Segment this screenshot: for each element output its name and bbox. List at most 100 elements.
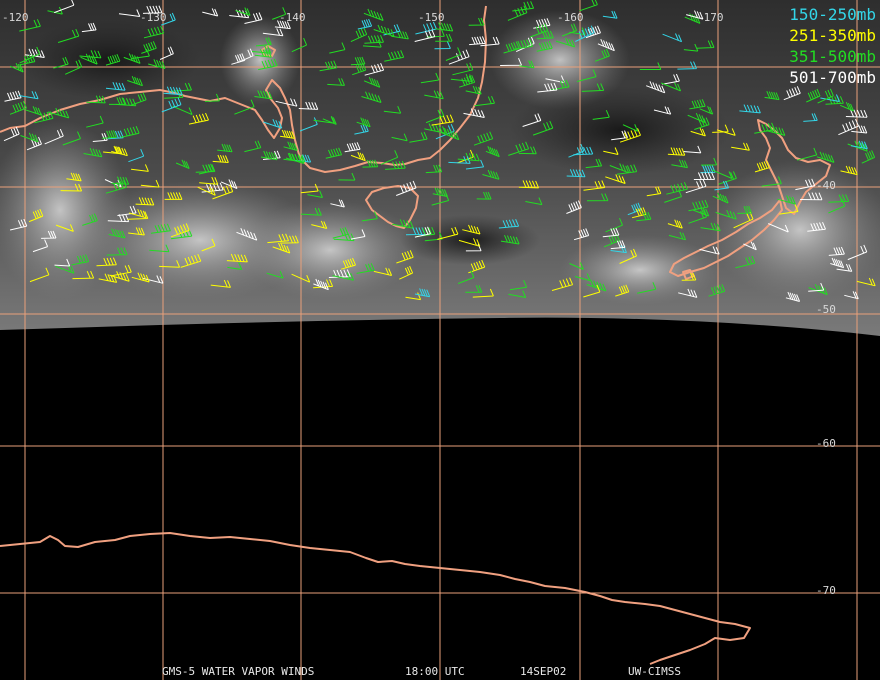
wind-barb <box>384 50 405 62</box>
legend-entry-501-700: 501-700mb <box>789 68 876 87</box>
wind-barb <box>105 82 126 91</box>
wind-barb <box>666 182 688 195</box>
wind-barb <box>19 19 41 32</box>
wind-barb <box>344 142 361 153</box>
wind-barb <box>356 117 371 128</box>
wind-barb <box>803 113 818 122</box>
wind-barb <box>838 118 859 136</box>
wind-barb <box>291 37 308 53</box>
wind-barb <box>507 5 528 21</box>
wind-barb <box>180 254 202 268</box>
wind-barb <box>128 209 147 219</box>
wind-barb <box>130 92 147 106</box>
wind-barb <box>512 1 535 12</box>
wind-barb <box>602 227 620 238</box>
wind-barb <box>537 82 558 93</box>
wind-barb <box>597 39 615 52</box>
wind-barb <box>66 172 82 182</box>
wind-barb <box>107 214 130 223</box>
wind-barb <box>29 267 50 283</box>
wind-barb <box>616 164 638 175</box>
wind-barb <box>830 257 845 269</box>
wind-barb <box>322 116 337 125</box>
wind-barb <box>128 149 145 163</box>
wind-barb <box>350 27 368 43</box>
wind-barb <box>32 239 49 253</box>
wind-barb <box>452 62 474 76</box>
wind-barb <box>667 219 683 229</box>
nz-north-island <box>757 119 831 215</box>
wind-barb <box>96 257 117 267</box>
wind-barb <box>201 238 216 252</box>
wind-barb <box>508 141 530 156</box>
wind-barb <box>332 272 355 281</box>
wind-barb <box>476 191 492 200</box>
wind-barb <box>807 222 826 232</box>
wind-barb <box>683 43 699 52</box>
wind-barb <box>255 37 272 47</box>
wind-barb <box>562 23 578 37</box>
wind-barb <box>437 226 459 240</box>
wind-barb <box>817 88 834 104</box>
wind-barb <box>19 46 41 64</box>
wind-barb <box>131 164 149 172</box>
wind-barb <box>170 223 190 238</box>
wind-barb <box>536 41 553 52</box>
wind-barb <box>283 141 298 151</box>
wind-barb <box>690 128 706 137</box>
wind-barb <box>60 183 83 192</box>
latitude-label: -50 <box>816 303 836 316</box>
wind-barb <box>414 29 436 42</box>
wind-barb <box>445 47 462 61</box>
wind-barb <box>592 110 610 120</box>
wind-barb <box>396 250 414 264</box>
wind-barb <box>783 86 801 101</box>
wind-barb <box>424 123 446 134</box>
wind-barb <box>161 12 176 26</box>
wind-barb <box>448 156 471 164</box>
wind-barb <box>583 180 606 191</box>
wind-barb <box>851 125 868 134</box>
wind-barb <box>311 220 328 229</box>
tasmania-coast <box>365 185 419 229</box>
wind-barb <box>696 40 715 49</box>
wind-barb <box>795 178 816 191</box>
wind-barb <box>383 106 402 114</box>
wind-barb <box>363 77 381 88</box>
wind-barb <box>106 247 128 256</box>
wind-barb <box>664 189 682 203</box>
wind-barb <box>357 18 373 30</box>
wind-barb <box>105 54 121 66</box>
wind-barb <box>426 29 445 38</box>
wind-barb <box>603 233 620 248</box>
wind-barb <box>362 159 379 168</box>
wind-barb <box>350 229 366 240</box>
wind-barb <box>575 25 595 42</box>
wind-barb <box>806 88 821 103</box>
wind-barb <box>235 7 251 16</box>
wind-barb <box>840 165 858 176</box>
wind-barb <box>20 132 39 143</box>
wind-barb <box>195 164 216 173</box>
wind-barb <box>140 179 160 188</box>
wind-barb <box>518 146 537 155</box>
wind-barb <box>34 111 54 124</box>
wind-barb <box>551 277 574 291</box>
wind-barb <box>518 180 540 189</box>
wind-barb <box>80 53 98 65</box>
wind-barb <box>700 157 718 166</box>
wind-barb <box>581 83 605 92</box>
wind-barb <box>364 35 384 44</box>
wind-barb <box>850 140 868 150</box>
wind-barb <box>686 10 704 20</box>
wind-barb <box>768 223 789 233</box>
wind-barb <box>3 126 20 142</box>
wind-barb <box>86 115 104 128</box>
wind-barb <box>127 211 149 220</box>
wind-barb <box>405 292 422 301</box>
wind-barb <box>465 285 483 293</box>
time-stamp: 18:00 UTC <box>405 665 465 678</box>
wind-barb <box>53 56 69 69</box>
wind-barb <box>522 113 542 127</box>
